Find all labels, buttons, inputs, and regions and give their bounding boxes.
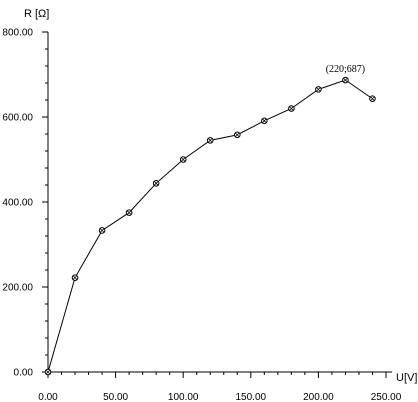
x-tick-label: 50.00 [103, 392, 128, 402]
data-point-cross-b [72, 275, 78, 280]
y-tick-label: 200.00 [2, 283, 33, 294]
labels: 0.00 50.00 100.00 150.00 200.00 250.00 0.00 200… [2, 8, 417, 402]
data-point-cross-b [126, 210, 132, 215]
data-point-cross-b [316, 87, 321, 92]
data-point-cross-b [153, 181, 159, 186]
x-axis-label: U[V] [396, 372, 417, 384]
y-tick-label: 400.00 [2, 198, 33, 209]
y-tick-label: 800.00 [2, 28, 33, 39]
x-tick-label: 150.00 [236, 392, 267, 402]
data-point-cross-b [234, 132, 240, 138]
x-tick-label: 250.00 [371, 392, 402, 402]
axes [47, 32, 392, 373]
data-point-cross-b [45, 369, 51, 375]
y-tick-label: 600.00 [2, 113, 33, 124]
series [44, 76, 376, 376]
data-point-cross-b [262, 118, 267, 124]
series-line [47, 79, 373, 373]
data-point-cross-b [207, 138, 213, 143]
y-tick-label: 0.00 [14, 368, 34, 379]
data-point-cross-b [370, 96, 375, 102]
x-tick-label: 200.00 [303, 392, 334, 402]
x-tick-label: 100.00 [168, 392, 199, 402]
data-point-cross-b [180, 157, 186, 162]
data-point-cross-b [99, 228, 105, 233]
y-axis-label: R [Ω] [24, 8, 49, 20]
data-point-cross-b [343, 77, 348, 83]
x-tick-label: 0.00 [38, 392, 58, 402]
data-point-cross-b [289, 106, 294, 111]
point-annotation: (220;687) [326, 64, 365, 75]
